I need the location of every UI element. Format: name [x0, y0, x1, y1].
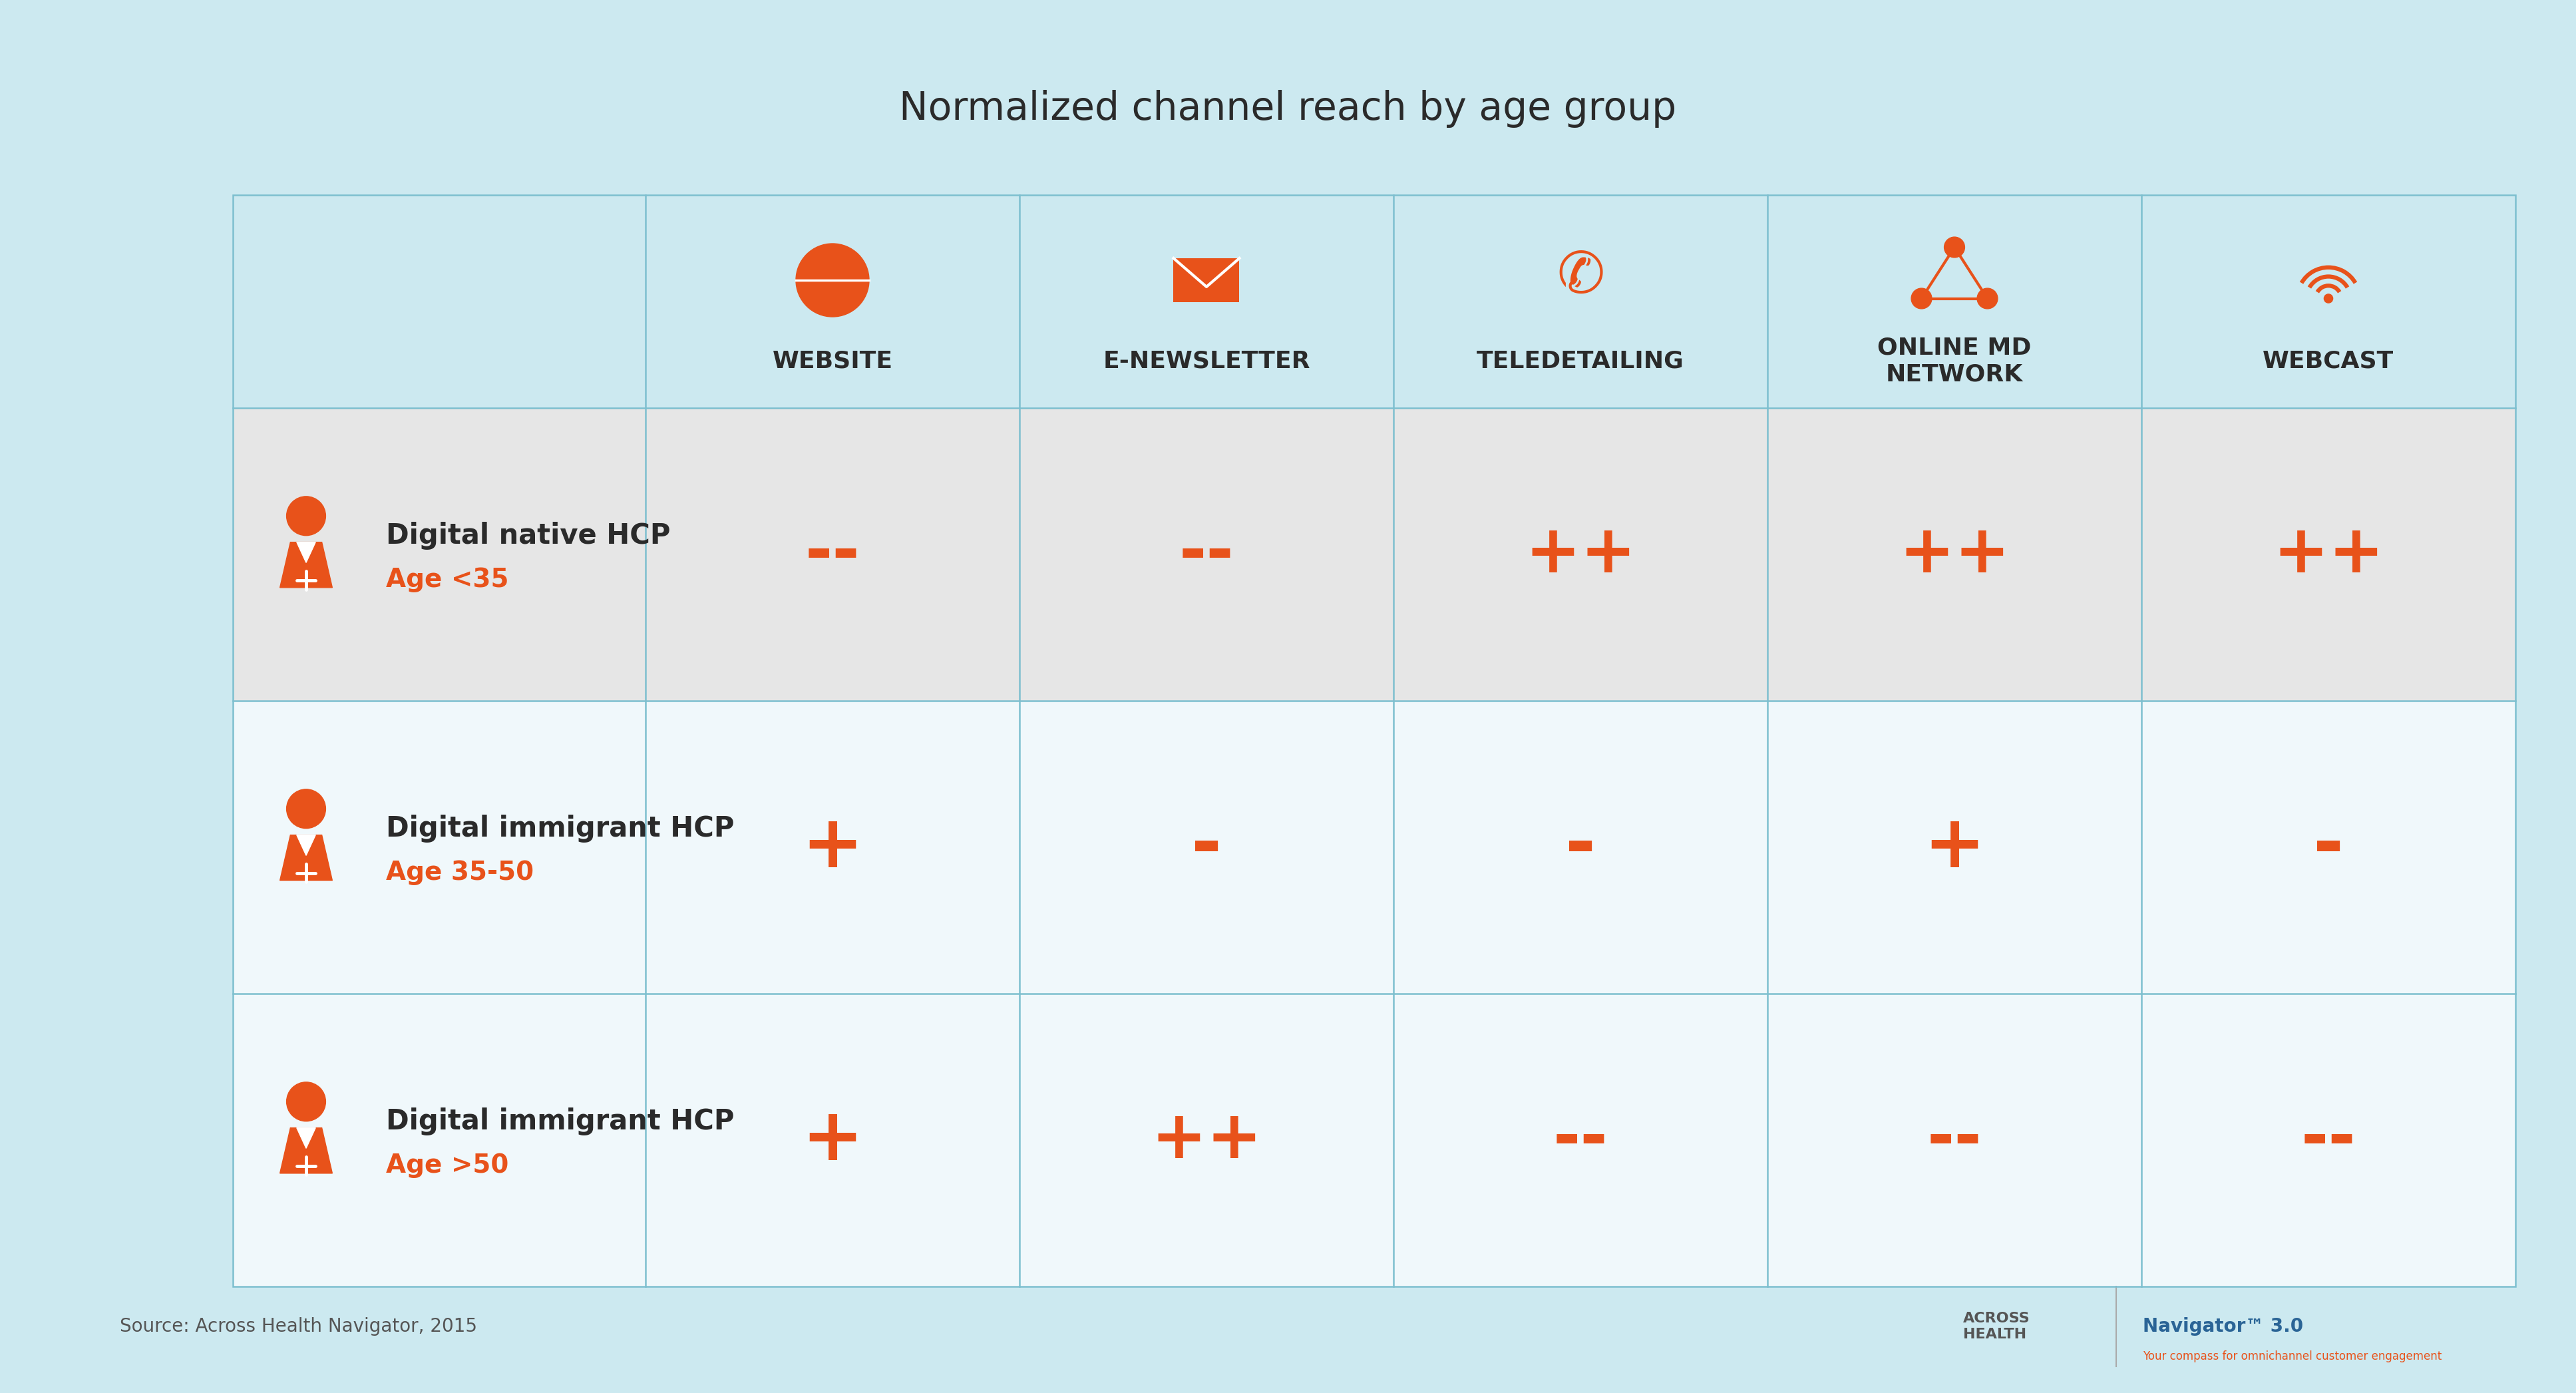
Text: WEBCAST: WEBCAST — [2262, 350, 2393, 372]
Text: ++: ++ — [1899, 522, 2009, 586]
Text: ++: ++ — [1525, 522, 1636, 586]
Bar — [1175, 258, 1239, 302]
Circle shape — [286, 790, 325, 829]
Polygon shape — [296, 1128, 314, 1148]
Polygon shape — [281, 834, 332, 880]
Text: E-NEWSLETTER: E-NEWSLETTER — [1103, 350, 1311, 372]
Text: --: -- — [1180, 522, 1234, 586]
Text: Digital immigrant HCP: Digital immigrant HCP — [386, 1107, 734, 1135]
Text: +: + — [1924, 812, 1986, 883]
Text: +: + — [801, 1105, 863, 1176]
Text: ONLINE MD
NETWORK: ONLINE MD NETWORK — [1878, 337, 2032, 386]
Polygon shape — [296, 542, 314, 563]
Bar — [232, 993, 2514, 1287]
Bar — [232, 701, 2514, 993]
Text: --: -- — [2300, 1107, 2357, 1173]
Text: --: -- — [804, 522, 860, 586]
Text: Normalized channel reach by age group: Normalized channel reach by age group — [899, 89, 1677, 127]
Text: -: - — [1566, 812, 1595, 883]
Circle shape — [286, 1082, 325, 1121]
Text: Digital native HCP: Digital native HCP — [386, 522, 670, 550]
Text: Navigator™ 3.0: Navigator™ 3.0 — [2143, 1318, 2303, 1336]
Text: Source: Across Health Navigator, 2015: Source: Across Health Navigator, 2015 — [118, 1318, 477, 1336]
Circle shape — [1911, 288, 1932, 309]
Text: Age <35: Age <35 — [386, 567, 507, 592]
Polygon shape — [281, 1128, 332, 1173]
Bar — [232, 408, 2514, 701]
Text: TELEDETAILING: TELEDETAILING — [1476, 350, 1685, 372]
Bar — [232, 195, 2514, 1287]
Text: +: + — [801, 812, 863, 883]
Text: -: - — [1190, 812, 1221, 883]
Text: Your compass for omnichannel customer engagement: Your compass for omnichannel customer en… — [2143, 1350, 2442, 1362]
Circle shape — [796, 244, 868, 316]
Polygon shape — [296, 834, 314, 855]
Bar — [232, 195, 2514, 408]
Text: ++: ++ — [1151, 1107, 1262, 1173]
Circle shape — [1978, 288, 1996, 309]
Text: ✆: ✆ — [1556, 249, 1605, 305]
Circle shape — [2324, 294, 2334, 302]
Text: --: -- — [1927, 1107, 1981, 1173]
Text: Age >50: Age >50 — [386, 1153, 507, 1178]
Text: --: -- — [1553, 1107, 1607, 1173]
Text: Digital immigrant HCP: Digital immigrant HCP — [386, 815, 734, 843]
Text: Age 35-50: Age 35-50 — [386, 859, 533, 885]
Circle shape — [286, 496, 325, 535]
Text: WEBSITE: WEBSITE — [773, 350, 894, 372]
Polygon shape — [281, 542, 332, 588]
Text: ACROSS
HEALTH: ACROSS HEALTH — [1963, 1312, 2030, 1341]
Text: ++: ++ — [2272, 522, 2385, 586]
Text: -: - — [2313, 812, 2344, 883]
Circle shape — [1945, 237, 1965, 258]
